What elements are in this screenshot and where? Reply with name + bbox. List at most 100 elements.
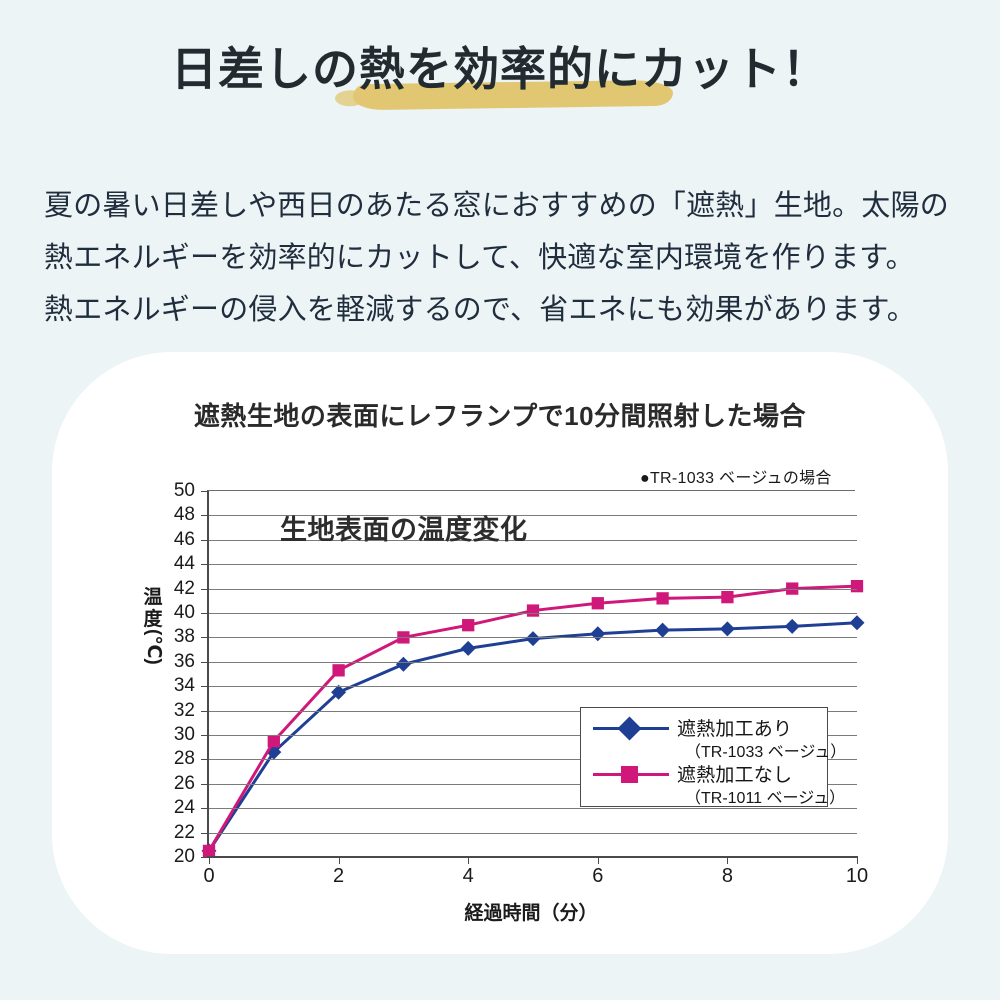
chart-inline-title: 生地表面の温度変化 xyxy=(280,515,528,545)
x-axis-tick xyxy=(597,856,599,864)
x-axis-tick xyxy=(209,856,210,864)
data-point-marker xyxy=(395,656,411,672)
x-axis-title: 経過時間（分） xyxy=(464,903,598,924)
y-axis-tick xyxy=(201,808,209,810)
x-axis-tick xyxy=(857,856,858,864)
x-axis-tick xyxy=(727,856,729,864)
gridline xyxy=(209,637,857,639)
y-axis-tick-label: 24 xyxy=(173,797,195,819)
description-line-2: 熱エネルギーを効率的にカットして、快適な室内環境を作ります。 xyxy=(44,242,915,274)
page-title-text: 日差しの熱を効率的にカット！ xyxy=(171,43,829,95)
gridline xyxy=(209,613,857,614)
data-point-marker xyxy=(462,619,475,632)
description-paragraph: 夏の暑い日差しや西日のあたる窓におすすめの「遮熱」生地。太陽の 熱エネルギーを効… xyxy=(44,180,956,336)
y-axis-tick-label: 34 xyxy=(173,675,195,697)
y-axis-tick xyxy=(201,564,209,566)
description-line-3: 熱エネルギーの侵入を軽減するので、省エネにも効果があります。 xyxy=(44,294,916,326)
y-axis-tick xyxy=(201,783,209,785)
data-point-marker xyxy=(526,604,540,617)
legend-sublabel-1: （TR-1011 ベージュ） xyxy=(685,790,846,807)
y-axis-tick-label: 22 xyxy=(173,821,195,843)
x-axis-tick-label: 10 xyxy=(845,865,869,887)
legend-label-1: 遮熱加工なし xyxy=(677,765,793,786)
y-axis-tick xyxy=(201,661,209,663)
y-axis-tick xyxy=(201,832,209,834)
temperature-line-chart: ●TR-1033 ベージュの場合 温 度 (℃) 50 48 46 44 42 40 38 3… xyxy=(52,352,948,954)
data-point-marker xyxy=(525,631,541,647)
x-axis-tick xyxy=(468,856,470,864)
y-axis-tick xyxy=(201,539,209,541)
y-axis-title-char-2: 度 xyxy=(143,609,163,630)
chart-legend: 遮熱加工あり （TR-1033 ベージュ） 遮熱加工なし （TR-1011 ベー… xyxy=(580,707,846,808)
y-axis-tick-label: 48 xyxy=(173,504,195,526)
y-axis-tick xyxy=(201,637,209,639)
gridline xyxy=(209,539,857,541)
data-point-marker xyxy=(850,580,864,593)
y-axis-tick-label: 50 xyxy=(173,480,195,501)
data-point-marker xyxy=(331,684,347,700)
y-axis-tick xyxy=(201,857,209,858)
gridline xyxy=(209,759,857,761)
gridline xyxy=(209,808,857,810)
data-point-marker xyxy=(202,844,216,858)
legend-item-1: 遮熱加工なし （TR-1011 ベージュ） xyxy=(581,762,845,808)
y-axis-tick xyxy=(201,686,209,688)
plot-area: 50 48 46 44 42 40 38 36 34 32 30 28 26 24 22 20 0 2 4 6 8 10 xyxy=(174,480,868,887)
x-axis-tick-label: 0 xyxy=(203,865,215,887)
data-point-marker xyxy=(267,734,280,748)
y-axis-tick-label: 32 xyxy=(173,699,195,721)
y-axis-title-char-3: (℃) xyxy=(143,629,164,665)
data-point-marker xyxy=(655,622,671,638)
data-point-marker xyxy=(590,626,606,642)
page-title: 日差しの熱を効率的にカット！ xyxy=(165,42,835,111)
y-axis-title: 温 度 (℃) xyxy=(140,587,166,665)
y-axis-tick-label: 20 xyxy=(173,846,195,867)
y-axis-tick xyxy=(201,710,209,712)
y-axis-tick xyxy=(201,588,209,590)
y-axis-tick-label: 26 xyxy=(173,772,195,794)
data-point-marker xyxy=(332,664,345,677)
square-marker-icon xyxy=(621,766,638,783)
y-axis-tick-label: 42 xyxy=(173,577,195,599)
y-axis-title-char-1: 温 xyxy=(143,587,163,608)
legend-label-0: 遮熱加工あり xyxy=(677,719,793,740)
y-axis-tick-label: 44 xyxy=(173,553,195,575)
x-axis-tick-label: 8 xyxy=(721,865,733,887)
gridline xyxy=(209,588,857,590)
gridline xyxy=(209,686,857,688)
gridline xyxy=(209,735,857,736)
x-axis-tick-label: 4 xyxy=(462,865,474,887)
y-axis-tick-label: 28 xyxy=(173,748,195,770)
y-axis-tick-label: 46 xyxy=(173,528,195,550)
y-axis-tick-label: 36 xyxy=(173,650,195,672)
chart-card: 遮熱生地の表面にレフランプで10分間照射した場合 ●TR-1033 ベージュの場… xyxy=(52,352,948,954)
description-line-1: 夏の暑い日差しや西日のあたる窓におすすめの「遮熱」生地。太陽の xyxy=(44,190,949,222)
y-axis-tick-label: 40 xyxy=(173,602,195,623)
data-point-marker xyxy=(849,615,865,631)
gridline xyxy=(209,832,857,834)
headline-block: 日差しの熱を効率的にカット！ xyxy=(0,42,1000,111)
y-axis-tick xyxy=(201,735,209,736)
y-axis-tick xyxy=(201,515,209,517)
y-axis-tick xyxy=(201,613,209,614)
gridline xyxy=(209,515,857,517)
diamond-marker-icon xyxy=(617,716,642,741)
data-point-marker xyxy=(591,597,604,610)
legend-sublabel-0: （TR-1033 ベージュ） xyxy=(685,744,847,761)
data-point-marker xyxy=(721,590,734,604)
gridline xyxy=(209,710,857,712)
x-axis-tick xyxy=(338,856,340,864)
chart-heading: 遮熱生地の表面にレフランプで10分間照射した場合 xyxy=(193,401,807,431)
y-axis-tick xyxy=(201,491,209,492)
data-point-marker xyxy=(719,621,735,637)
gridline xyxy=(209,564,857,566)
data-point-marker xyxy=(656,592,669,605)
y-axis-tick xyxy=(201,759,209,761)
legend-item-0: 遮熱加工あり （TR-1033 ベージュ） xyxy=(581,716,846,762)
x-axis-line xyxy=(207,856,857,858)
y-axis-tick-label: 38 xyxy=(173,626,195,648)
x-axis-tick-label: 2 xyxy=(333,865,345,887)
y-axis-tick-label: 30 xyxy=(173,724,195,745)
x-axis-tick-label: 6 xyxy=(592,865,604,887)
